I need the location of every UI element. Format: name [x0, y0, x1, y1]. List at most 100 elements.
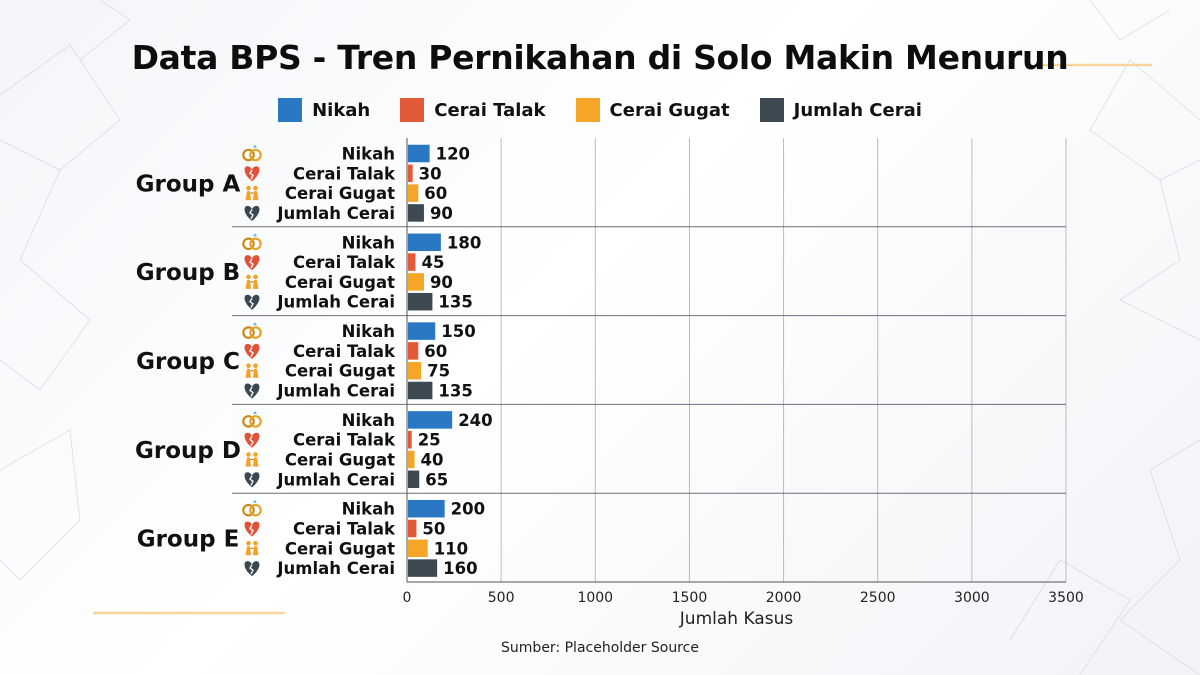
- broken-heart-icon: [244, 343, 260, 359]
- data-label: 200: [451, 500, 485, 519]
- data-label: 240: [458, 411, 492, 430]
- data-label: 160: [443, 559, 477, 578]
- bar-nikah: [408, 499, 445, 518]
- bar-cerai-gugat: [408, 450, 415, 469]
- x-tick-label: 1000: [577, 590, 613, 606]
- x-tick-label: 2500: [860, 590, 896, 606]
- x-tick-label: 3500: [1048, 590, 1084, 606]
- couple-icon: [245, 274, 259, 289]
- data-label: 65: [425, 470, 448, 489]
- x-tick-label: 0: [403, 590, 412, 606]
- data-label: 90: [430, 273, 453, 292]
- bar-cerai-gugat: [408, 273, 424, 291]
- category-label: Cerai Gugat: [285, 362, 395, 381]
- broken-heart-icon: [244, 521, 260, 537]
- data-label: 135: [438, 293, 472, 312]
- rings-icon: [242, 233, 262, 251]
- data-label: 135: [438, 382, 472, 401]
- bar-jumlah-cerai: [408, 292, 433, 311]
- dark-broken-heart-icon: [244, 294, 260, 310]
- data-label: 30: [419, 164, 442, 183]
- legend-label: Jumlah Cerai: [793, 99, 922, 121]
- data-label: 60: [424, 184, 447, 203]
- x-tick-label: 3000: [954, 590, 990, 606]
- rings-icon: [242, 322, 262, 339]
- category-label: Nikah: [342, 233, 395, 252]
- legend-item-cerai-gugat: Cerai Gugat: [575, 98, 730, 122]
- category-label: Cerai Gugat: [285, 184, 395, 203]
- group-label: Group D: [135, 438, 241, 464]
- data-label: 60: [424, 342, 447, 361]
- bar-nikah: [408, 144, 430, 163]
- broken-heart-icon: [244, 166, 260, 182]
- data-label: 45: [421, 253, 444, 272]
- data-label: 90: [430, 204, 453, 223]
- data-label: 25: [418, 431, 441, 450]
- rings-icon: [242, 144, 262, 162]
- data-label: 180: [447, 233, 481, 252]
- legend-label: Cerai Talak: [434, 99, 546, 121]
- category-label: Jumlah Cerai: [276, 293, 395, 312]
- legend-item-nikah: Nikah: [278, 98, 370, 122]
- data-label: 150: [441, 322, 475, 341]
- bar-jumlah-cerai: [408, 204, 424, 222]
- data-label: 75: [427, 362, 450, 381]
- category-label: Cerai Gugat: [285, 273, 395, 292]
- dark-broken-heart-icon: [244, 472, 260, 488]
- data-label: 50: [422, 520, 445, 539]
- legend-label: Nikah: [312, 99, 371, 121]
- category-label: Nikah: [342, 500, 395, 519]
- category-label: Nikah: [342, 411, 395, 430]
- bar-cerai-talak: [408, 430, 412, 449]
- bar-nikah: [408, 411, 453, 429]
- data-label: 40: [421, 451, 444, 470]
- bar-cerai-talak: [408, 519, 417, 538]
- source-note: Sumber: Placeholder Source: [501, 640, 699, 656]
- category-label: Cerai Talak: [293, 253, 396, 272]
- bar-nikah: [408, 322, 436, 340]
- couple-icon: [245, 541, 259, 556]
- group-label: Group E: [137, 527, 240, 553]
- broken-heart-icon: [244, 432, 260, 448]
- bar-cerai-gugat: [408, 184, 419, 202]
- category-label: Nikah: [342, 322, 395, 341]
- group-label: Group C: [136, 349, 240, 375]
- bar-cerai-talak: [408, 164, 413, 183]
- bar-cerai-talak: [408, 253, 416, 271]
- legend-swatch: [575, 98, 600, 122]
- dark-broken-heart-icon: [244, 205, 260, 221]
- legend-item-cerai-talak: Cerai Talak: [400, 98, 546, 122]
- rings-icon: [242, 499, 262, 517]
- couple-icon: [245, 452, 259, 467]
- bar-jumlah-cerai: [408, 470, 420, 489]
- x-axis-label: Jumlah Kasus: [679, 609, 794, 629]
- bar-jumlah-cerai: [408, 381, 433, 400]
- category-label: Jumlah Cerai: [276, 204, 395, 223]
- x-tick-label: 2000: [766, 590, 802, 606]
- category-label: Cerai Talak: [293, 164, 396, 183]
- category-label: Jumlah Cerai: [276, 559, 395, 578]
- group-label: Group B: [136, 260, 240, 286]
- category-label: Cerai Gugat: [285, 451, 395, 470]
- data-label: 120: [436, 145, 470, 164]
- legend-label: Cerai Gugat: [609, 99, 730, 121]
- legend-swatch: [400, 98, 425, 122]
- chart-legend: Nikah Cerai Talak Cerai Gugat Jumlah Cer…: [0, 98, 1200, 122]
- couple-icon: [245, 185, 259, 201]
- legend-swatch: [278, 98, 303, 122]
- broken-heart-icon: [244, 255, 260, 271]
- couple-icon: [245, 363, 259, 378]
- bar-cerai-talak: [408, 342, 419, 360]
- group-label: Group A: [136, 171, 241, 197]
- category-label: Jumlah Cerai: [276, 470, 395, 489]
- x-tick-label: 500: [488, 590, 515, 606]
- data-label: 110: [434, 539, 468, 558]
- bar-jumlah-cerai: [408, 559, 438, 577]
- legend-swatch: [759, 98, 784, 122]
- bar-cerai-gugat: [408, 361, 422, 380]
- bar-cerai-gugat: [408, 539, 428, 558]
- legend-item-jumlah-cerai: Jumlah Cerai: [759, 98, 922, 122]
